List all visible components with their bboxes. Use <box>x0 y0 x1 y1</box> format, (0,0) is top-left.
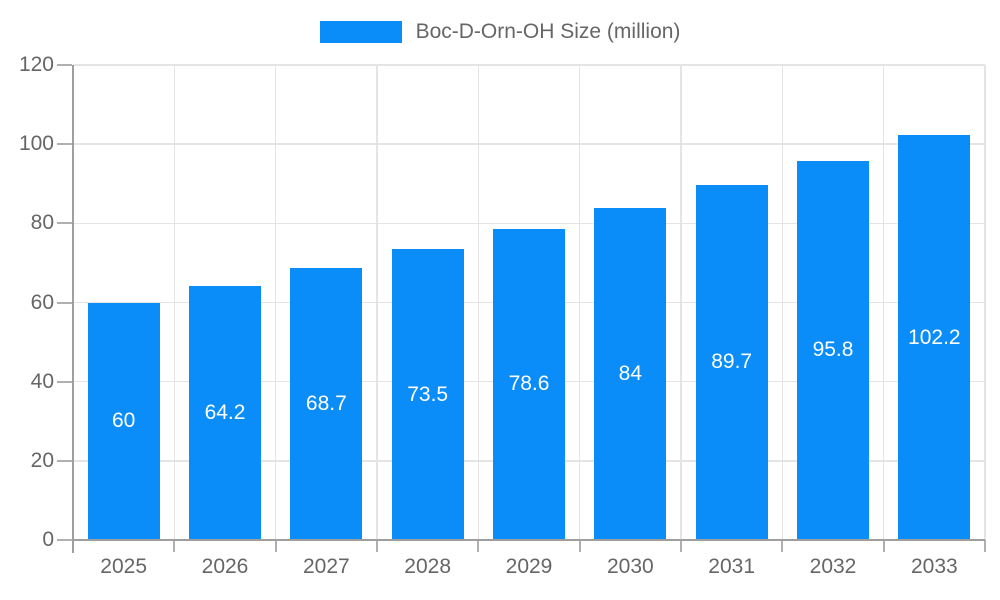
x-axis-tick <box>173 540 176 552</box>
gridline-vertical <box>173 65 176 540</box>
x-tick-label: 2030 <box>606 555 654 578</box>
gridline-vertical <box>680 65 682 540</box>
gridline-vertical <box>376 65 378 540</box>
bar <box>87 302 160 540</box>
bar-value-label: 64.2 <box>204 400 246 424</box>
y-tick-label: 80 <box>30 211 54 235</box>
y-tick-label: 60 <box>30 290 54 314</box>
gridline-vertical <box>477 65 480 540</box>
bar-value-label: 84 <box>618 361 643 385</box>
bar-value-label: 73.5 <box>407 382 449 406</box>
gridline-vertical <box>984 65 986 540</box>
bar <box>189 285 261 540</box>
gridline-horizontal <box>73 222 985 225</box>
bar <box>594 207 667 540</box>
bar-value-label: 95.8 <box>812 338 854 362</box>
gridline-horizontal <box>73 64 985 66</box>
y-axis-tick <box>57 459 72 462</box>
gridline-vertical <box>274 65 277 540</box>
x-axis-tick <box>578 540 581 552</box>
x-tick-label: 2028 <box>404 555 452 578</box>
x-axis-tick <box>274 540 277 552</box>
bar-value-label: 60 <box>111 409 136 433</box>
x-axis-tick <box>680 540 682 552</box>
y-axis-tick <box>57 222 72 225</box>
y-axis-tick <box>57 380 72 383</box>
y-axis-tick <box>57 64 72 66</box>
legend-label: Boc-D-Orn-OH Size (million) <box>415 20 681 43</box>
x-tick-label: 2032 <box>809 555 857 578</box>
y-tick-label: 120 <box>18 53 54 76</box>
gridline-horizontal <box>73 143 985 145</box>
x-tick-label: 2033 <box>910 555 958 578</box>
bar-value-label: 102.2 <box>908 325 961 349</box>
legend: Boc-D-Orn-OH Size (million) <box>0 20 1000 44</box>
x-axis-line <box>73 539 985 541</box>
gridline-vertical <box>781 65 784 540</box>
bar <box>797 160 869 540</box>
y-axis-tick <box>57 539 72 541</box>
x-tick-label: 2025 <box>100 555 148 578</box>
bar <box>290 268 363 540</box>
y-axis-tick <box>57 143 72 146</box>
gridline-vertical <box>882 65 885 540</box>
plot-area: 0 20 40 60 80 100 120 60 2025 64.2 2026 68.7 2027 73.… <box>19 53 986 578</box>
x-axis-tick <box>781 540 784 552</box>
bar <box>391 249 464 540</box>
y-axis-tick <box>57 301 72 304</box>
bar <box>493 228 565 540</box>
legend-swatch <box>319 21 402 43</box>
bar <box>695 184 768 540</box>
x-axis-tick <box>477 540 480 552</box>
y-tick-label: 20 <box>30 448 54 472</box>
x-tick-label: 2027 <box>302 555 350 578</box>
y-tick-label: 0 <box>42 528 54 551</box>
gridline-vertical <box>578 65 581 540</box>
bar-value-label: 89.7 <box>711 350 753 374</box>
x-tick-label: 2029 <box>505 555 553 578</box>
x-axis-tick <box>376 540 378 552</box>
x-tick-label: 2031 <box>708 555 756 578</box>
x-axis-tick <box>984 540 986 552</box>
x-axis-tick <box>882 540 885 552</box>
bar <box>898 135 971 540</box>
y-tick-label: 40 <box>30 369 54 393</box>
bar-value-label: 68.7 <box>305 392 347 416</box>
x-tick-label: 2026 <box>201 555 249 578</box>
y-tick-label: 100 <box>18 132 54 156</box>
bar-value-label: 78.6 <box>508 372 550 396</box>
y-axis-line <box>72 65 74 553</box>
